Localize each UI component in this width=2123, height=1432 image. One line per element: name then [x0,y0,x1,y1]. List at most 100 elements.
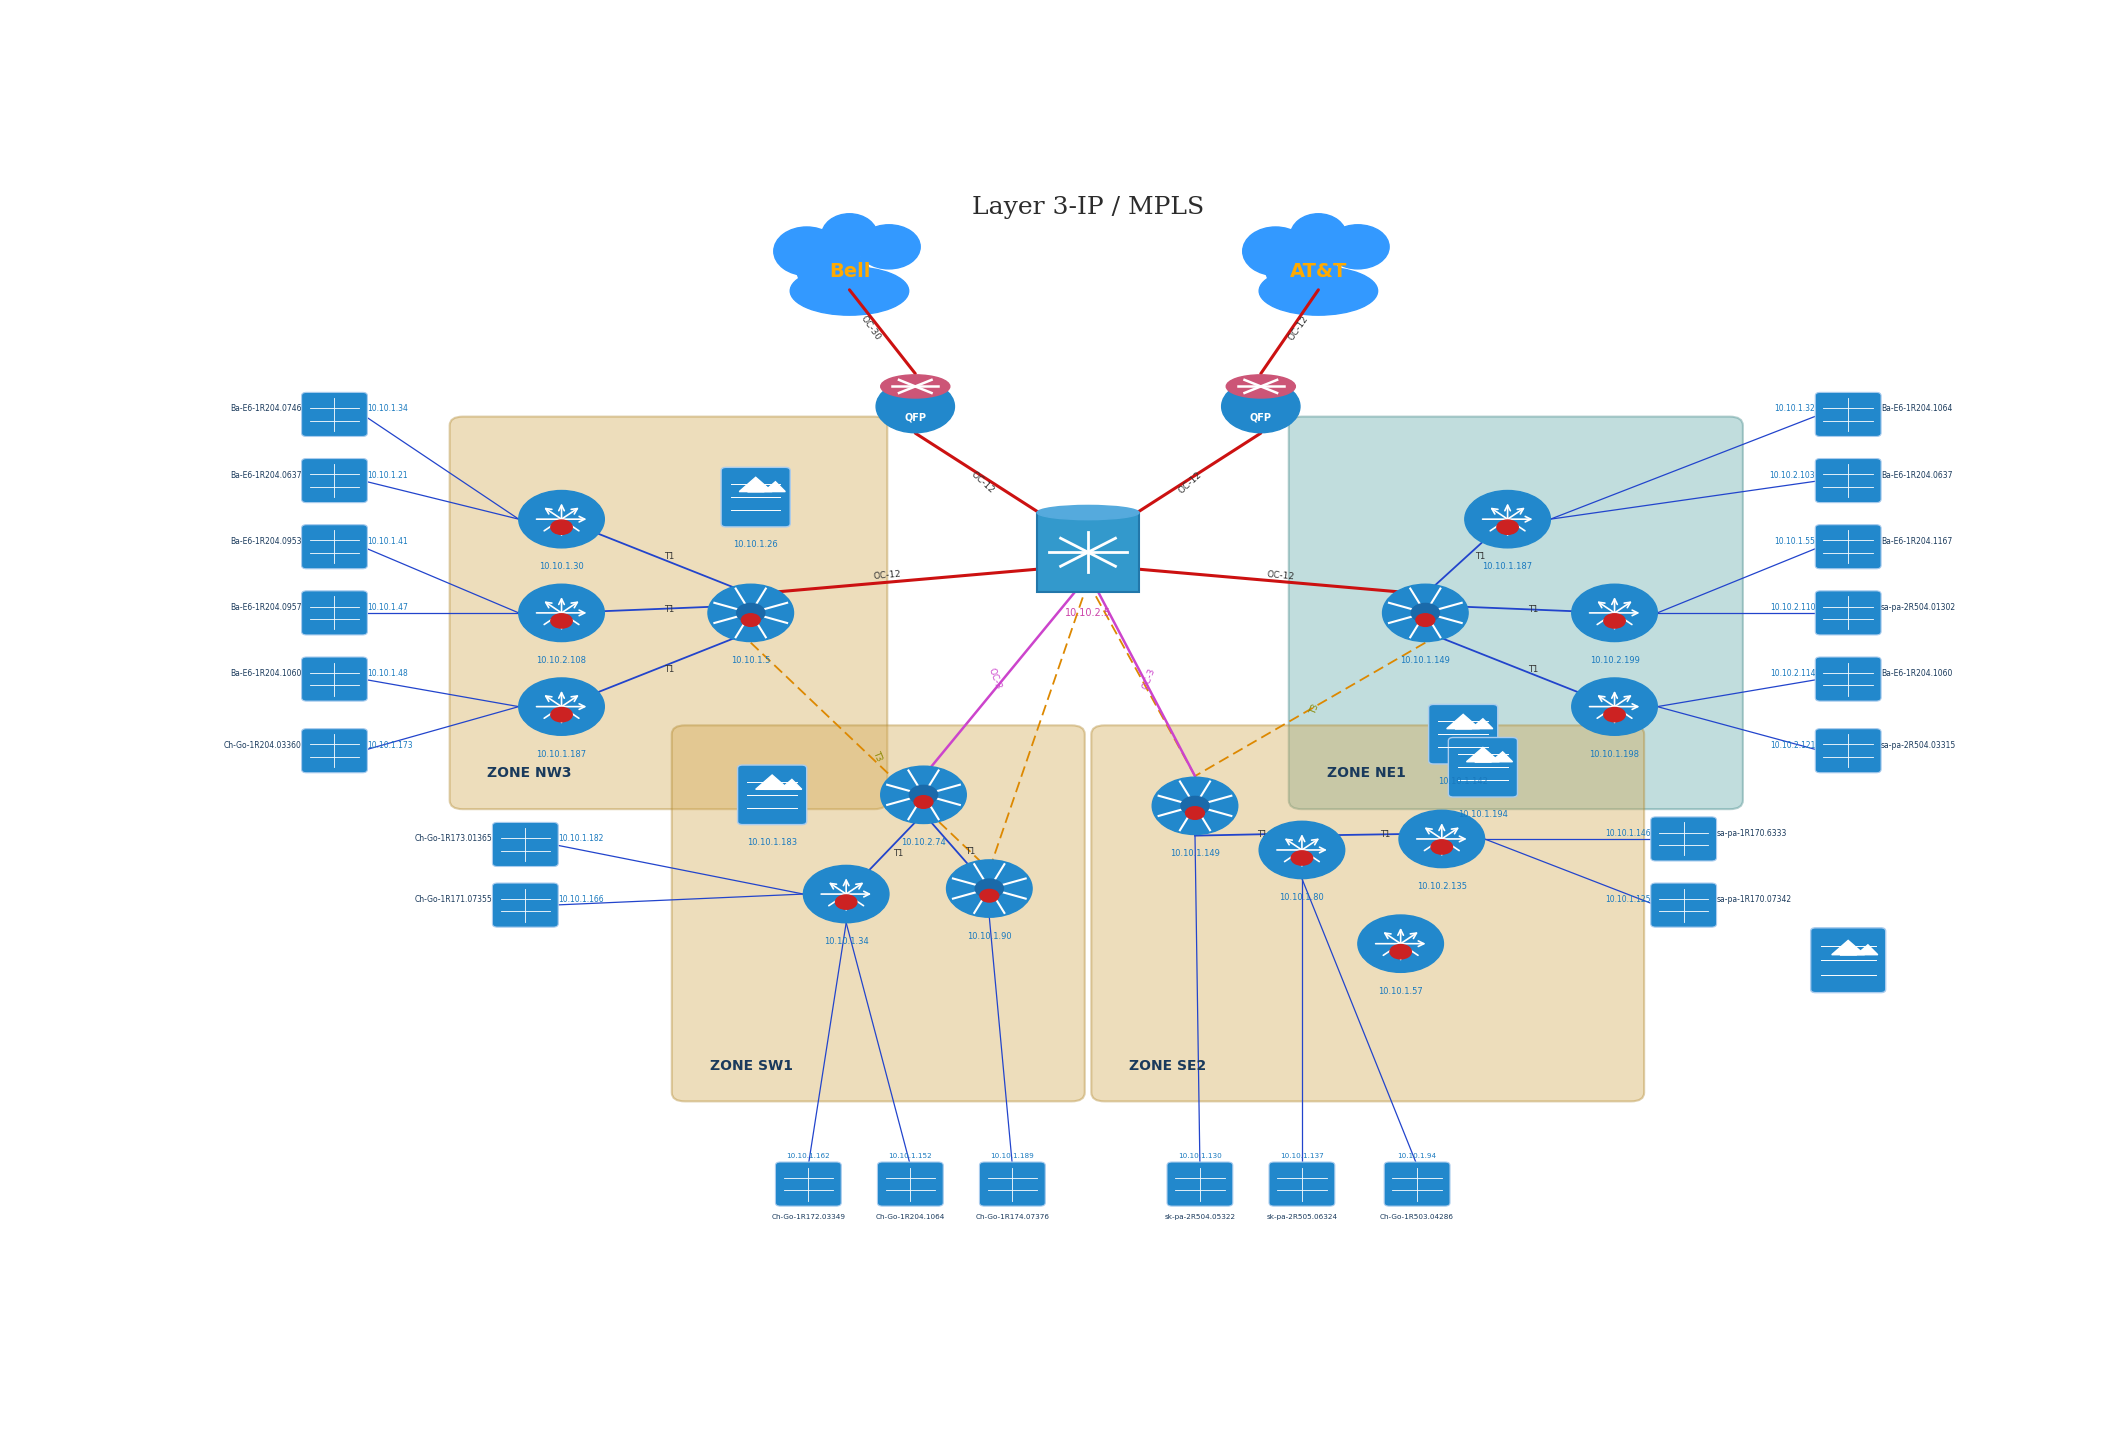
Text: Ch-Go-1R173.01365: Ch-Go-1R173.01365 [414,835,493,843]
Text: 10.10.1.26: 10.10.1.26 [732,540,777,548]
FancyBboxPatch shape [301,392,367,437]
Circle shape [741,614,760,626]
Text: 10.10.1.125: 10.10.1.125 [1605,895,1652,904]
Text: T1: T1 [1529,604,1539,613]
FancyBboxPatch shape [1168,1161,1233,1206]
Circle shape [1571,677,1658,735]
Text: QFP: QFP [1250,412,1272,422]
Polygon shape [1832,941,1864,955]
Circle shape [1359,915,1444,972]
Circle shape [1416,614,1435,626]
Circle shape [981,889,998,902]
Text: 10.10.1.48: 10.10.1.48 [367,669,408,677]
FancyBboxPatch shape [1384,1161,1450,1206]
Text: T1: T1 [664,664,675,673]
Circle shape [550,520,573,534]
Circle shape [1180,796,1210,815]
Text: T1: T1 [1257,831,1267,839]
FancyBboxPatch shape [877,1161,943,1206]
Text: OC-12: OC-12 [1176,470,1204,495]
Text: T1: T1 [1380,831,1391,839]
Circle shape [836,895,858,909]
Text: 10.10.1.130: 10.10.1.130 [1178,1153,1223,1158]
Polygon shape [1841,945,1879,955]
Text: 10.10.2.135: 10.10.2.135 [1416,882,1467,891]
Text: Ba-E6-1R204.1060: Ba-E6-1R204.1060 [229,669,301,677]
Circle shape [881,766,966,823]
Circle shape [737,603,764,623]
Text: 10.10.1.149: 10.10.1.149 [1170,849,1221,858]
FancyBboxPatch shape [301,657,367,702]
Text: T1: T1 [964,846,974,855]
Text: Layer 3-IP / MPLS: Layer 3-IP / MPLS [972,196,1204,219]
Text: 10.10.1.183: 10.10.1.183 [747,838,798,846]
Text: 10.10.1.30: 10.10.1.30 [539,563,584,571]
Text: Ch-Go-1R171.07355: Ch-Go-1R171.07355 [414,895,493,904]
Text: 10.10.1.187: 10.10.1.187 [1482,563,1533,571]
Circle shape [707,584,794,642]
Text: 10.10.1.32: 10.10.1.32 [1775,404,1815,414]
Text: OC-3: OC-3 [987,667,1002,692]
Text: 10.10.2.108: 10.10.2.108 [537,656,586,664]
Text: Ba-E6-1R204.0637: Ba-E6-1R204.0637 [1881,471,1953,480]
Polygon shape [739,477,773,491]
Circle shape [1465,491,1550,548]
FancyBboxPatch shape [1815,524,1881,569]
FancyBboxPatch shape [1811,928,1885,992]
Circle shape [518,491,605,548]
Polygon shape [756,775,788,789]
Ellipse shape [858,225,919,269]
Circle shape [915,796,932,808]
Text: 10.10.2.114: 10.10.2.114 [1771,669,1815,677]
FancyBboxPatch shape [979,1161,1045,1206]
Ellipse shape [1265,251,1337,292]
Text: T3: T3 [870,750,883,763]
Text: OC-12: OC-12 [970,470,996,495]
Text: 10.10.1.194: 10.10.1.194 [1459,811,1507,819]
Text: sa-pa-2R504.03315: sa-pa-2R504.03315 [1881,740,1955,750]
FancyBboxPatch shape [1448,737,1518,798]
Text: Ba-E6-1R204.0957: Ba-E6-1R204.0957 [229,603,301,611]
Polygon shape [1446,715,1480,729]
Text: ZONE SE2: ZONE SE2 [1129,1058,1206,1073]
Text: 10.10.1.94: 10.10.1.94 [1397,1153,1437,1158]
Circle shape [909,785,938,805]
Text: 10.10.2.199: 10.10.2.199 [1590,656,1639,664]
Ellipse shape [1227,375,1295,398]
FancyBboxPatch shape [1652,884,1718,927]
Ellipse shape [773,226,839,275]
Circle shape [1431,839,1452,853]
Text: Ba-E6-1R204.0637: Ba-E6-1R204.0637 [229,471,301,480]
Text: 10.10.1.47: 10.10.1.47 [367,603,408,611]
Text: Ch-Go-1R172.03349: Ch-Go-1R172.03349 [771,1214,845,1220]
Ellipse shape [790,266,909,315]
Ellipse shape [1242,226,1308,275]
Text: OC-12: OC-12 [1287,315,1310,342]
Text: 10.10.1.55: 10.10.1.55 [1775,537,1815,546]
Text: 10.10.2.74: 10.10.2.74 [900,838,947,846]
Circle shape [550,614,573,629]
FancyBboxPatch shape [450,417,887,809]
FancyBboxPatch shape [722,467,790,527]
Text: 10.10.1.173: 10.10.1.173 [367,740,414,750]
FancyBboxPatch shape [1815,392,1881,437]
Text: 10.10.1.146: 10.10.1.146 [1605,829,1652,838]
Text: Ch-Go-1R503.04286: Ch-Go-1R503.04286 [1380,1214,1454,1220]
Ellipse shape [822,213,877,258]
Ellipse shape [1036,505,1140,520]
Circle shape [1382,584,1469,642]
Polygon shape [1454,719,1492,729]
FancyBboxPatch shape [1429,705,1497,763]
Text: 10.10.1.41: 10.10.1.41 [367,537,408,546]
Circle shape [802,865,890,922]
Text: sa-pa-1R170.07342: sa-pa-1R170.07342 [1718,895,1792,904]
Text: 10.10.1.166: 10.10.1.166 [558,895,603,904]
Text: ZONE NE1: ZONE NE1 [1327,766,1405,780]
Circle shape [1153,778,1238,835]
Circle shape [1291,851,1312,865]
Text: AT&T: AT&T [1289,262,1348,281]
FancyBboxPatch shape [1815,729,1881,773]
Circle shape [550,707,573,722]
Text: Ba-E6-1R204.1167: Ba-E6-1R204.1167 [1881,537,1953,546]
Text: T1: T1 [1529,664,1539,673]
